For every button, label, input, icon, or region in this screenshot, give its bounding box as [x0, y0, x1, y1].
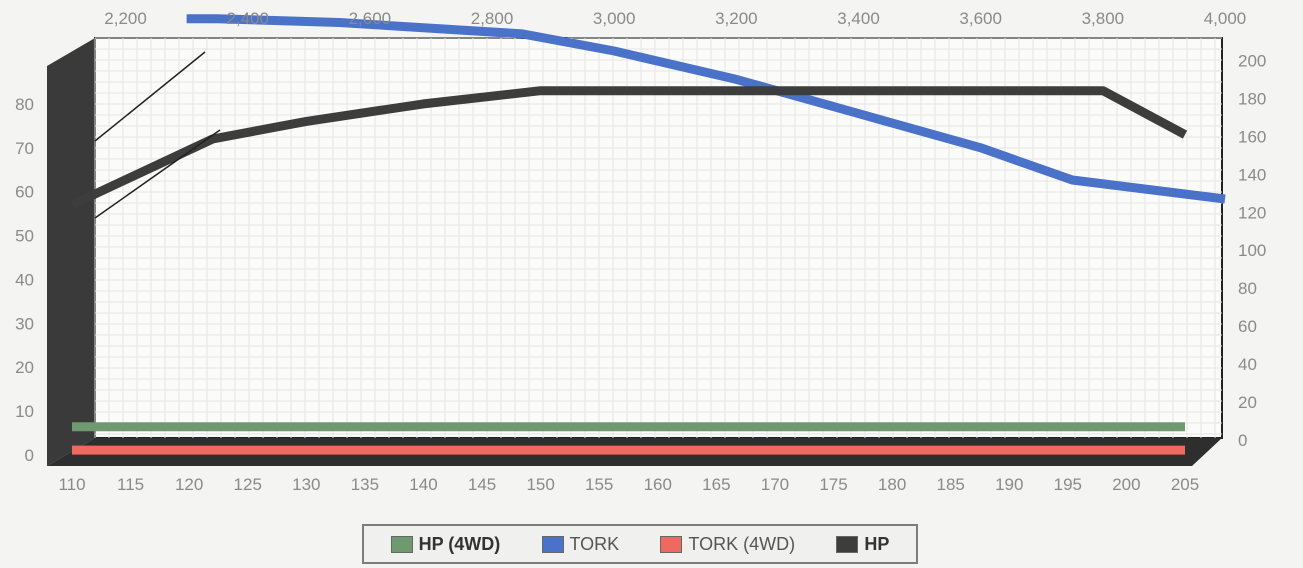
- chart-series: [70, 14, 1226, 455]
- x-top-tick: 3,400: [837, 9, 880, 28]
- y-right-tick: 120: [1238, 203, 1266, 222]
- x-top-tick: 3,200: [715, 9, 758, 28]
- x-bottom-tick: 160: [644, 475, 672, 494]
- x-bottom-tick: 135: [351, 475, 379, 494]
- x-bottom-tick: 155: [585, 475, 613, 494]
- legend-swatch-hp: [836, 535, 859, 553]
- legend-label: HP: [864, 533, 890, 554]
- x-bottom-tick: 150: [526, 475, 554, 494]
- legend-item-hp: HP: [836, 534, 889, 555]
- legend-item-tork: TORK: [541, 533, 620, 555]
- x-bottom-tick: 170: [761, 475, 789, 494]
- x-top-tick: 2,400: [226, 9, 269, 28]
- legend-swatch-hp-4wd: [390, 535, 413, 553]
- y-left-tick: 10: [15, 402, 34, 421]
- series-line: [186, 14, 1226, 204]
- y-left-tick: 50: [15, 227, 34, 246]
- x-top-tick: 4,000: [1204, 9, 1247, 28]
- x-bottom-tick: 195: [1054, 475, 1082, 494]
- legend-item-tork-4wd: TORK (4WD): [660, 534, 795, 555]
- legend-label: TORK: [569, 533, 620, 554]
- legend-label: HP (4WD): [418, 533, 501, 554]
- y-left-tick: 40: [15, 270, 34, 289]
- x-top-tick: 3,600: [959, 9, 1002, 28]
- x-bottom-tick: 205: [1171, 475, 1199, 494]
- x-bottom-tick: 130: [292, 475, 320, 494]
- side-wall: [47, 38, 95, 466]
- connector-line: [94, 129, 221, 219]
- y-right-tick: 0: [1238, 431, 1247, 450]
- legend: HP (4WD) TORK TORK (4WD) HP: [362, 524, 918, 564]
- x-bottom-tick: 175: [819, 475, 847, 494]
- chart-walls: [47, 37, 1223, 466]
- x-top-tick: 2,800: [471, 9, 514, 28]
- y-left-tick: 30: [15, 314, 34, 333]
- y-right-tick: 40: [1238, 355, 1257, 374]
- y-right-tick: 140: [1238, 165, 1266, 184]
- x-bottom-tick: 200: [1112, 475, 1140, 494]
- y-left-tick: 70: [15, 139, 34, 158]
- legend-label: TORK (4WD): [688, 533, 796, 554]
- y-left-tick: 60: [15, 183, 34, 202]
- chart-ticks: 110 115 120 125 130 135 140 145 150 155 160 165 170 1…: [15, 9, 1266, 494]
- x-top-tick: 2,600: [349, 9, 392, 28]
- y-left-tick: 80: [15, 95, 34, 114]
- x-bottom-tick: 120: [175, 475, 203, 494]
- legend-swatch-tork-4wd: [660, 535, 683, 553]
- y-right-tick: 20: [1238, 393, 1257, 412]
- series-line: [70, 86, 1188, 209]
- y-right-tick: 60: [1238, 317, 1257, 336]
- legend-item-hp-4wd: HP (4WD): [390, 533, 501, 555]
- legend-swatch-tork: [541, 535, 564, 553]
- x-top-tick: 3,000: [593, 9, 636, 28]
- y-right-tick: 200: [1238, 51, 1266, 70]
- x-bottom-tick: 125: [234, 475, 262, 494]
- x-bottom-tick: 145: [468, 475, 496, 494]
- connector-line: [94, 51, 206, 142]
- y-right-tick: 80: [1238, 279, 1257, 298]
- y-right-tick: 100: [1238, 241, 1266, 260]
- x-bottom-tick: 190: [995, 475, 1023, 494]
- x-bottom-tick: 165: [702, 475, 730, 494]
- y-right-tick: 160: [1238, 127, 1266, 146]
- y-left-tick: 0: [25, 446, 34, 465]
- x-bottom-tick: 140: [409, 475, 437, 494]
- back-wall: [94, 37, 1223, 439]
- x-bottom-tick: 115: [117, 475, 144, 494]
- x-top-tick: 2,200: [104, 9, 147, 28]
- y-right-tick: 180: [1238, 89, 1266, 108]
- x-bottom-tick: 180: [878, 475, 906, 494]
- y-left-tick: 20: [15, 358, 34, 377]
- x-top-tick: 3,800: [1082, 9, 1125, 28]
- x-bottom-tick: 110: [58, 475, 85, 494]
- x-bottom-tick: 185: [936, 475, 964, 494]
